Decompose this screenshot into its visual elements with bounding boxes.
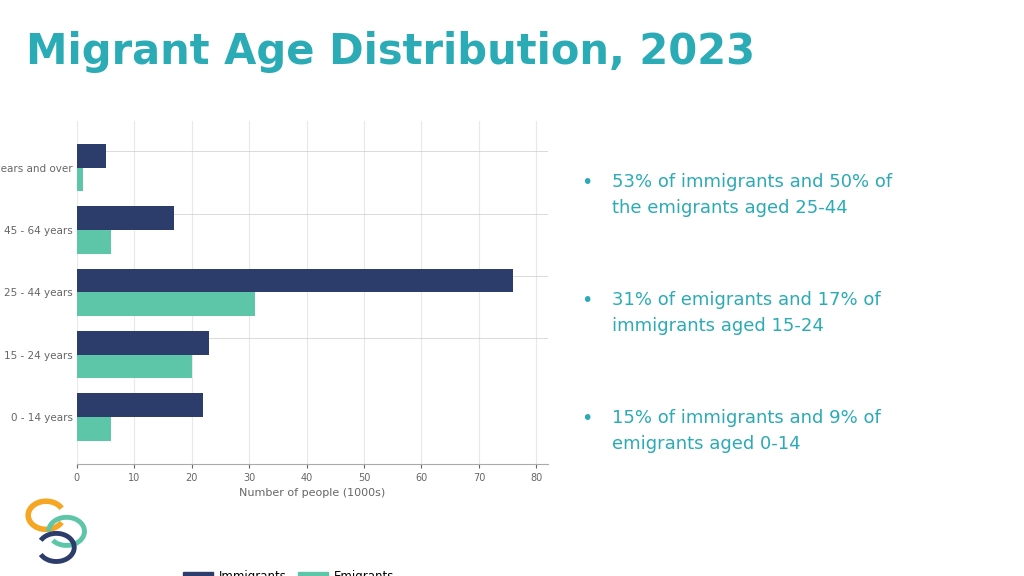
Bar xyxy=(77,168,83,191)
Bar xyxy=(77,355,191,378)
Bar xyxy=(77,268,513,293)
Text: www.cso.ie: www.cso.ie xyxy=(892,517,988,532)
Text: Migrant Age Distribution, 2023: Migrant Age Distribution, 2023 xyxy=(26,31,755,73)
Bar xyxy=(77,292,255,316)
Legend: Immigrants, Emigrants: Immigrants, Emigrants xyxy=(178,566,399,576)
Text: •: • xyxy=(582,409,593,428)
X-axis label: Number of people (1000s): Number of people (1000s) xyxy=(240,488,385,498)
Text: 15% of immigrants and 9% of
emigrants aged 0-14: 15% of immigrants and 9% of emigrants ag… xyxy=(612,409,881,453)
Bar xyxy=(77,417,112,441)
Bar xyxy=(77,230,112,253)
Text: 53% of immigrants and 50% of
the emigrants aged 25-44: 53% of immigrants and 50% of the emigran… xyxy=(612,173,893,217)
Bar xyxy=(77,393,203,417)
Bar xyxy=(77,206,174,230)
Text: •: • xyxy=(582,173,593,192)
Bar xyxy=(77,144,105,168)
Text: 9: 9 xyxy=(979,550,988,563)
Text: 31% of emigrants and 17% of
immigrants aged 15-24: 31% of emigrants and 17% of immigrants a… xyxy=(612,291,881,335)
Bar xyxy=(77,331,209,355)
Text: •: • xyxy=(582,291,593,310)
